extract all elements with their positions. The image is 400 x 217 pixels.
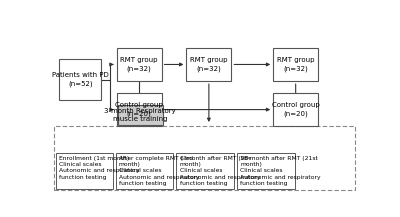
FancyBboxPatch shape [237,153,294,189]
FancyBboxPatch shape [59,59,101,100]
Text: 6-month after RMT (9th
month)
Clinical scales
Autonomic and respiratory
function: 6-month after RMT (9th month) Clinical s… [180,156,260,186]
FancyBboxPatch shape [56,153,113,189]
Text: Control group
(n=20): Control group (n=20) [115,102,163,117]
FancyBboxPatch shape [273,48,318,81]
Text: 3-month Respiratory
muscle training: 3-month Respiratory muscle training [104,108,176,122]
FancyBboxPatch shape [176,153,234,189]
Text: 18-month after RMT (21st
month)
Clinical scales
Autonomic and respiratory
functi: 18-month after RMT (21st month) Clinical… [240,156,321,186]
Text: RMT group
(n=32): RMT group (n=32) [190,57,228,72]
Text: Control group
(n=20): Control group (n=20) [272,102,320,117]
FancyBboxPatch shape [186,48,231,81]
Text: Patients with PD
(n=52): Patients with PD (n=52) [52,72,109,87]
FancyBboxPatch shape [273,93,318,126]
FancyBboxPatch shape [116,153,173,189]
FancyBboxPatch shape [117,48,162,81]
FancyBboxPatch shape [118,105,162,125]
Text: After complete RMT (3rd
month)
Clinical scales
Autonomic and respiratory
functio: After complete RMT (3rd month) Clinical … [119,156,199,186]
FancyBboxPatch shape [117,93,162,126]
Text: RMT group
(n=32): RMT group (n=32) [277,57,314,72]
Text: RMT group
(n=32): RMT group (n=32) [120,57,158,72]
Text: Enrollment (1st month)
Clinical scales
Autonomic and respiratory
function testin: Enrollment (1st month) Clinical scales A… [59,156,139,180]
